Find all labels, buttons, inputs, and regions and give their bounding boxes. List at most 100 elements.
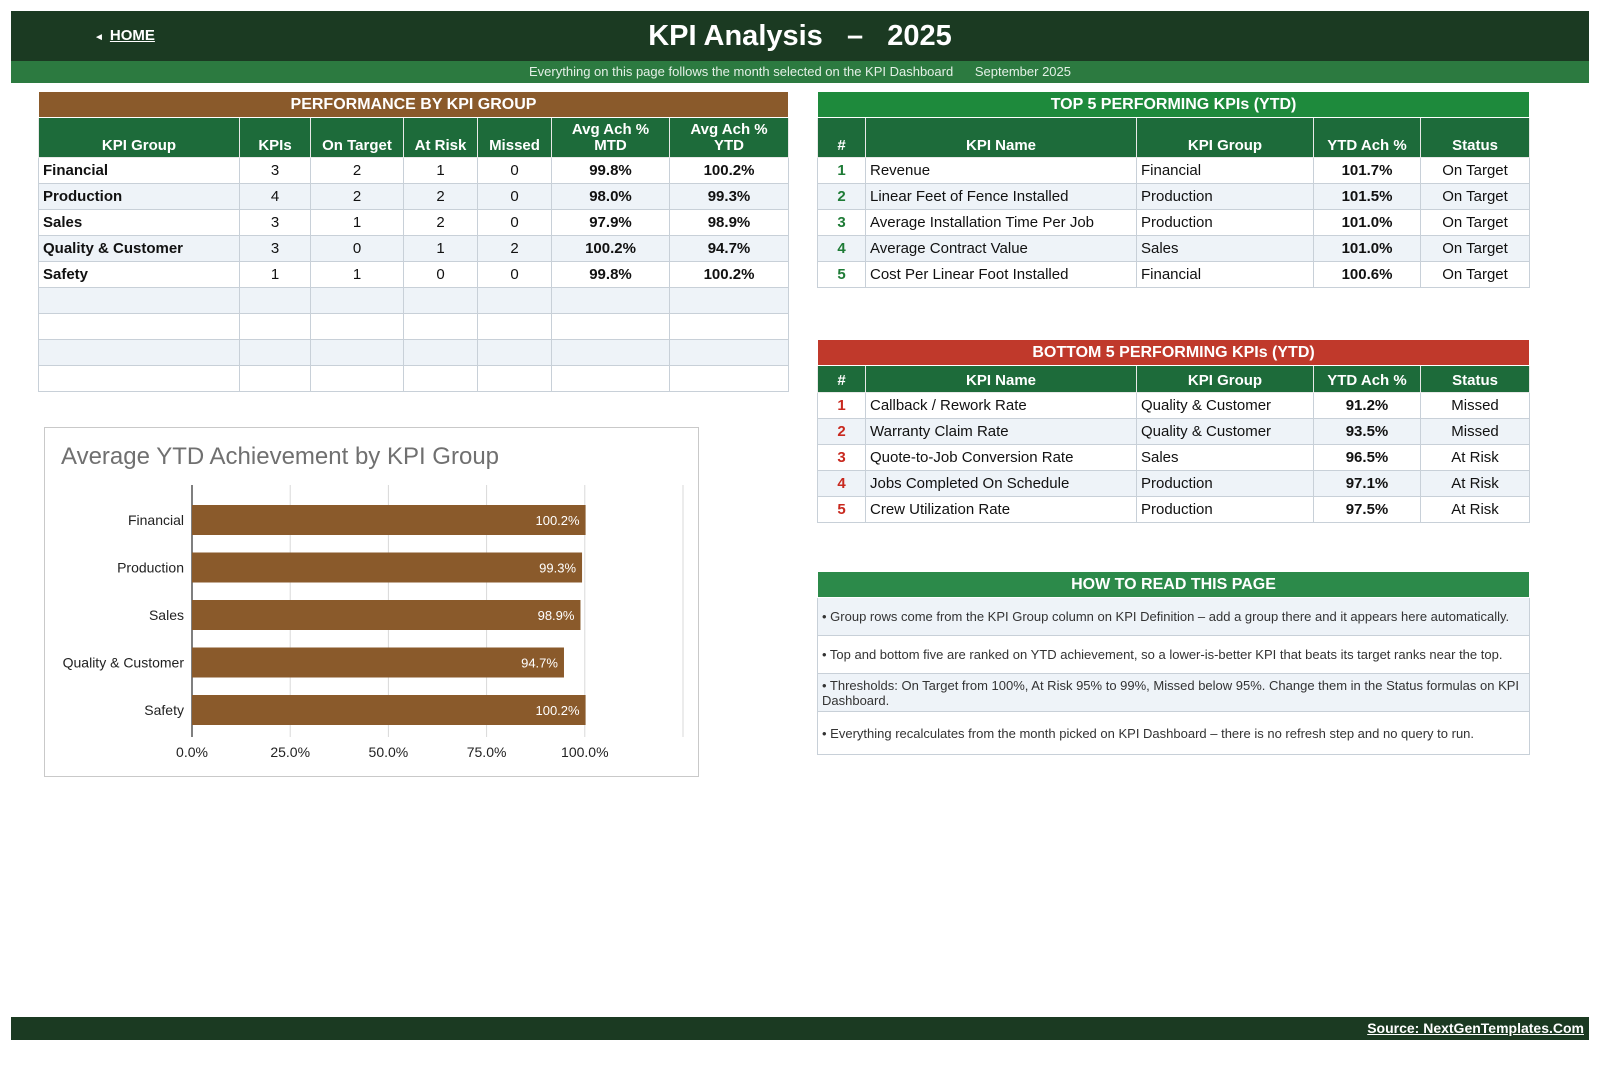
table-cell: At Risk	[1419, 496, 1531, 523]
table-cell: 3	[817, 444, 866, 471]
table-cell: 97.1%	[1313, 470, 1421, 497]
chart-plot: 0.0% 25.0% 50.0% 75.0% 100.0% Financial 100.2%…	[63, 485, 684, 760]
table-row: Quality & Customer 3 0 1 2 100.2% 94.7%	[38, 235, 789, 262]
table-cell: Production	[1136, 496, 1314, 523]
table-cell	[477, 339, 552, 366]
table-cell: 99.8%	[551, 261, 670, 288]
table-cell	[669, 313, 789, 340]
table-cell: 2	[310, 183, 404, 210]
table-cell: 99.3%	[669, 183, 789, 210]
table-cell: 1	[310, 209, 404, 236]
table-cell: Quality & Customer	[1136, 418, 1314, 445]
table-row: Financial 3 2 1 0 99.8% 100.2%	[38, 157, 789, 184]
subheader-bar	[11, 61, 1589, 83]
table-cell: On Target	[1419, 235, 1531, 262]
table-cell: At Risk	[1419, 470, 1531, 497]
table-cell	[239, 365, 311, 392]
table-cell: Average Installation Time Per Job	[865, 209, 1137, 236]
table-cell: 3	[239, 209, 311, 236]
table-cell: 2	[403, 209, 478, 236]
table-cell: Linear Feet of Fence Installed	[865, 183, 1137, 210]
table-cell: 97.9%	[551, 209, 670, 236]
table-cell: 2	[817, 418, 866, 445]
empty-row	[38, 365, 789, 392]
table-cell: Financial	[38, 157, 240, 184]
table-cell	[310, 339, 404, 366]
table-cell: 1	[310, 261, 404, 288]
table-row: 4 Average Contract Value Sales 101.0% On Tar…	[817, 235, 1531, 262]
table-cell	[239, 287, 311, 314]
table-cell: 0	[477, 157, 552, 184]
table-cell: 96.5%	[1313, 444, 1421, 471]
how-to-note: • Top and bottom five are ranked on YTD …	[817, 635, 1530, 674]
empty-row	[38, 339, 789, 366]
table-cell: 5	[817, 496, 866, 523]
column-header: KPI Group	[38, 117, 240, 158]
column-header: Avg Ach % MTD	[551, 117, 670, 158]
table-cell	[239, 339, 311, 366]
table-cell: 93.5%	[1313, 418, 1421, 445]
bar	[192, 647, 564, 678]
category-label: Sales	[149, 607, 184, 623]
home-link[interactable]: ◄ HOME	[94, 27, 155, 44]
column-header: KPI Group	[1136, 117, 1314, 158]
table-cell: 100.2%	[551, 235, 670, 262]
table-cell	[477, 287, 552, 314]
table-cell: Financial	[1136, 261, 1314, 288]
how-to-read-panel: HOW TO READ THIS PAGE • Group rows come …	[817, 571, 1530, 755]
table-cell: 2	[817, 183, 866, 210]
table-cell: 100.2%	[669, 261, 789, 288]
table-cell	[310, 313, 404, 340]
table-cell	[403, 365, 478, 392]
table-cell: 100.2%	[669, 157, 789, 184]
table-cell: 4	[817, 235, 866, 262]
table-cell: 1	[403, 235, 478, 262]
table-row: 3 Quote-to-Job Conversion Rate Sales 96.5% A…	[817, 444, 1531, 471]
table-cell	[551, 339, 670, 366]
column-header: #	[817, 117, 866, 158]
table-cell: 101.5%	[1313, 183, 1421, 210]
empty-row	[38, 313, 789, 340]
page-subtitle: Everything on this page follows the mont…	[529, 64, 1071, 79]
table-cell: 0	[477, 261, 552, 288]
table-cell: 91.2%	[1313, 392, 1421, 419]
data-label: 100.2%	[535, 513, 580, 528]
x-tick-label: 75.0%	[467, 744, 507, 760]
table-cell	[551, 287, 670, 314]
table-cell: Production	[38, 183, 240, 210]
column-header: #	[817, 365, 866, 393]
table-cell	[403, 313, 478, 340]
table-cell: 98.9%	[669, 209, 789, 236]
table-cell: 100.6%	[1313, 261, 1421, 288]
column-header: KPIs	[239, 117, 311, 158]
table-cell: Sales	[1136, 235, 1314, 262]
table-cell	[403, 287, 478, 314]
back-arrow-icon: ◄	[94, 32, 104, 43]
table-cell	[310, 287, 404, 314]
bar	[192, 600, 581, 630]
table-cell: 2	[310, 157, 404, 184]
table-cell: 1	[239, 261, 311, 288]
table-cell	[669, 365, 789, 392]
table-cell: On Target	[1419, 183, 1531, 210]
column-header: Status	[1419, 365, 1531, 393]
category-label: Safety	[144, 702, 184, 718]
source-link[interactable]: Source: NextGenTemplates.Com	[1367, 1020, 1584, 1036]
table-cell	[38, 287, 240, 314]
table-cell: 5	[817, 261, 866, 288]
bar	[192, 505, 586, 535]
page-title: KPI Analysis – 2025	[648, 20, 952, 52]
table-cell: 0	[477, 209, 552, 236]
how-to-title: HOW TO READ THIS PAGE	[817, 571, 1530, 598]
table-cell: 0	[403, 261, 478, 288]
bottom5-title: BOTTOM 5 PERFORMING KPIs (YTD)	[816, 339, 1531, 366]
group-performance-table: PERFORMANCE BY KPI GROUP KPI Group KPIs …	[38, 91, 789, 392]
column-header: KPI Name	[865, 365, 1137, 393]
table-cell: 0	[310, 235, 404, 262]
table-cell: Quality & Customer	[1136, 392, 1314, 419]
table-cell: 1	[817, 392, 866, 419]
table-cell: Sales	[1136, 444, 1314, 471]
table-cell	[669, 339, 789, 366]
group-table-title: PERFORMANCE BY KPI GROUP	[38, 91, 789, 118]
table-cell: 99.8%	[551, 157, 670, 184]
